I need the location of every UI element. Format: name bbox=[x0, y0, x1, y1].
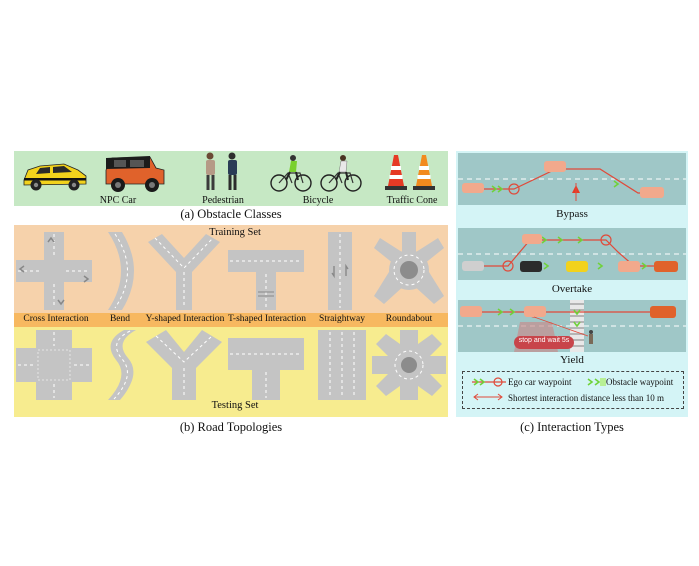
stop-sign-text: stop and wait 5s bbox=[518, 337, 570, 344]
topology-label-strip bbox=[14, 313, 448, 327]
road-bend-testing bbox=[108, 330, 136, 400]
obstacle-label-pedestrian: Pedestrian bbox=[202, 195, 244, 206]
legend-distance: Shortest interaction distance less than … bbox=[508, 393, 664, 403]
obstacle-label-bicycle: Bicycle bbox=[302, 195, 334, 206]
obstacle-label-traffic-cone: Traffic Cone bbox=[386, 195, 438, 206]
interaction-types-caption: (c) Interaction Types bbox=[520, 420, 624, 434]
bypass-scene bbox=[458, 153, 686, 205]
legend-ego-waypoint: Ego car waypoint bbox=[508, 377, 572, 387]
road-t-training bbox=[228, 250, 304, 310]
interaction-label-yield: Yield bbox=[560, 354, 584, 366]
legend-obstacle-waypoint: Obstacle waypoint bbox=[606, 377, 674, 387]
obstacle-label-npc-car: NPC Car bbox=[99, 195, 137, 206]
road-y-testing bbox=[146, 330, 222, 400]
road-roundabout-testing bbox=[372, 330, 446, 400]
yellow-taxi-icon bbox=[23, 163, 87, 191]
road-cross-testing bbox=[16, 330, 92, 400]
pedestrian-icon bbox=[206, 152, 237, 190]
road-y-training bbox=[148, 234, 220, 310]
road-bend-training bbox=[108, 232, 134, 310]
road-straight-training bbox=[328, 232, 352, 310]
road-topologies-caption: (b) Road Topologies bbox=[179, 420, 283, 434]
interaction-label-bypass: Bypass bbox=[556, 208, 588, 220]
interaction-label-overtake: Overtake bbox=[551, 283, 593, 295]
testing-set-label: Testing Set bbox=[211, 400, 259, 411]
topology-label-t: T-shaped Interaction bbox=[228, 314, 306, 324]
interaction-legend bbox=[462, 371, 684, 409]
training-set-label: Training Set bbox=[209, 227, 261, 238]
distance-arrow-icon bbox=[473, 393, 503, 401]
topology-label-bend: Bend bbox=[109, 314, 131, 324]
bicycle-icon bbox=[270, 155, 362, 192]
topology-label-roundabout: Roundabout bbox=[385, 314, 433, 324]
road-t-testing bbox=[228, 338, 304, 400]
stop-sign-badge bbox=[514, 336, 574, 349]
obstacle-classes-caption: (a) Obstacle Classes bbox=[180, 207, 282, 221]
ego-waypoint-icon bbox=[472, 377, 506, 387]
topology-label-straightway: Straightway bbox=[319, 314, 365, 324]
topology-label-cross: Cross Interaction bbox=[23, 314, 89, 324]
road-cross-training bbox=[16, 232, 92, 310]
topology-label-y: Y-shaped Interaction bbox=[145, 314, 225, 324]
orange-jeep-icon bbox=[105, 156, 165, 192]
traffic-cone-icon bbox=[385, 155, 435, 190]
road-straight-testing bbox=[318, 330, 366, 400]
road-roundabout-training bbox=[374, 232, 444, 304]
overtake-scene bbox=[458, 228, 686, 280]
obstacle-waypoint-icon bbox=[587, 378, 606, 386]
